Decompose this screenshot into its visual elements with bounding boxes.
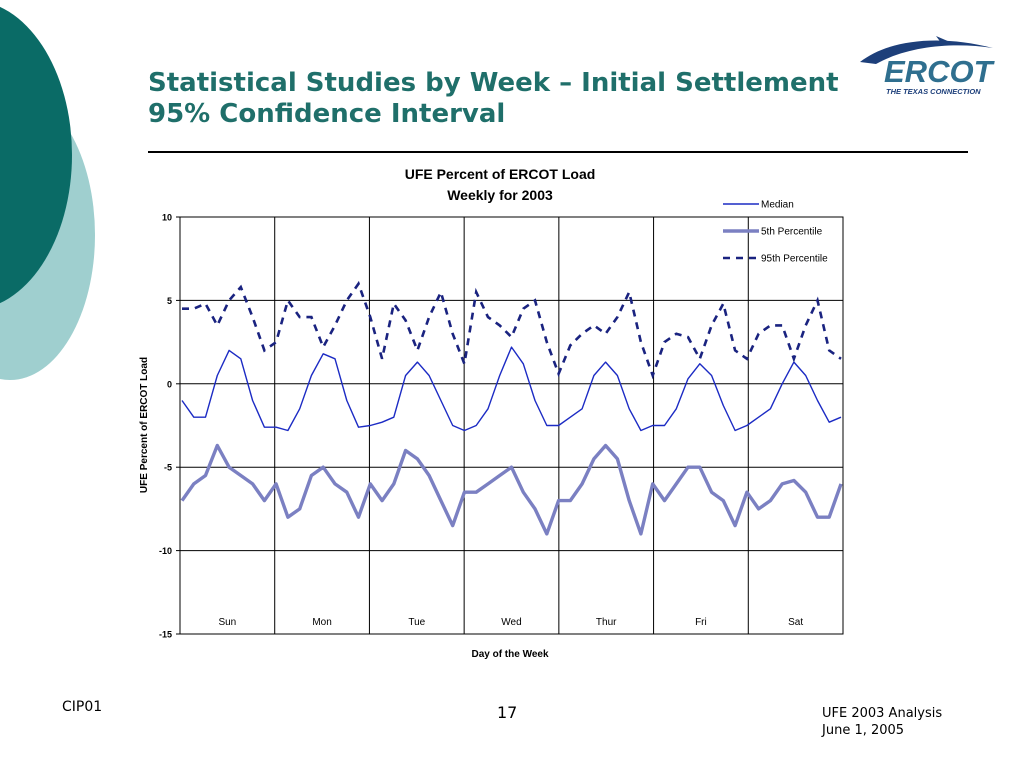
day-label: Sun [218,617,236,628]
day-label: Tue [408,617,425,628]
logo-bolt [936,36,950,44]
footer-info-line-1: UFE 2003 Analysis [822,706,943,721]
footer-info-line-2: June 1, 2005 [822,723,905,738]
series-median-line [181,346,842,432]
day-labels: Sun Mon Tue Wed Thur Fri Sat [218,617,803,628]
y-tick-label: 0 [167,379,172,389]
legend-95th-percentile-label: 95th Percentile [761,254,828,265]
chart-title: UFE Percent of ERCOT Load [405,166,596,182]
x-axis-label: Day of the Week [471,649,548,660]
series-5th-percentile-line [180,443,843,536]
day-label: Sat [788,617,803,628]
legend-5th-percentile-label: 5th Percentile [761,227,823,238]
slide-title-line-1: Statistical Studies by Week – Initial Se… [148,68,839,98]
day-label: Mon [312,617,331,628]
day-label: Fri [695,617,707,628]
title-divider [148,151,968,153]
logo-wordmark: ERCOT [884,54,996,89]
ufe-chart: UFE Percent of ERCOT Load Weekly for 200… [139,166,844,660]
slide-decoration [0,6,95,380]
chart-subtitle: Weekly for 2003 [447,187,553,203]
day-separators [274,217,749,634]
logo-tagline: THE TEXAS CONNECTION [886,87,981,96]
series-95th-percentile-line [182,280,842,380]
footer-info: UFE 2003 Analysis June 1, 2005 [822,705,942,739]
ercot-logo: ERCOT THE TEXAS CONNECTION [860,36,996,96]
legend-median-label: Median [761,200,794,211]
legend: Median 5th Percentile 95th Percentile [723,200,828,265]
y-tick-label: -10 [159,546,172,556]
y-tick-label: 5 [167,296,172,306]
slide-title-line-2: 95% Confidence Interval [148,99,506,129]
series-lines [180,280,843,536]
y-axis-ticks: 10 5 0 -5 -10 -15 [159,213,180,640]
plot-area [179,216,844,635]
logo-swoosh [860,40,993,64]
gridlines [180,299,843,552]
dark-teal-shape [0,6,72,304]
y-tick-label: 10 [162,213,172,223]
y-tick-label: -15 [159,630,172,640]
footer-label: CIP01 [62,699,103,715]
page-number: 17 [497,703,518,722]
y-tick-label: -5 [164,463,172,473]
y-axis-label: UFE Percent of ERCOT Load [139,357,150,493]
day-label: Wed [501,617,521,628]
day-label: Thur [596,617,617,628]
slide-title: Statistical Studies by Week – Initial Se… [148,68,848,130]
